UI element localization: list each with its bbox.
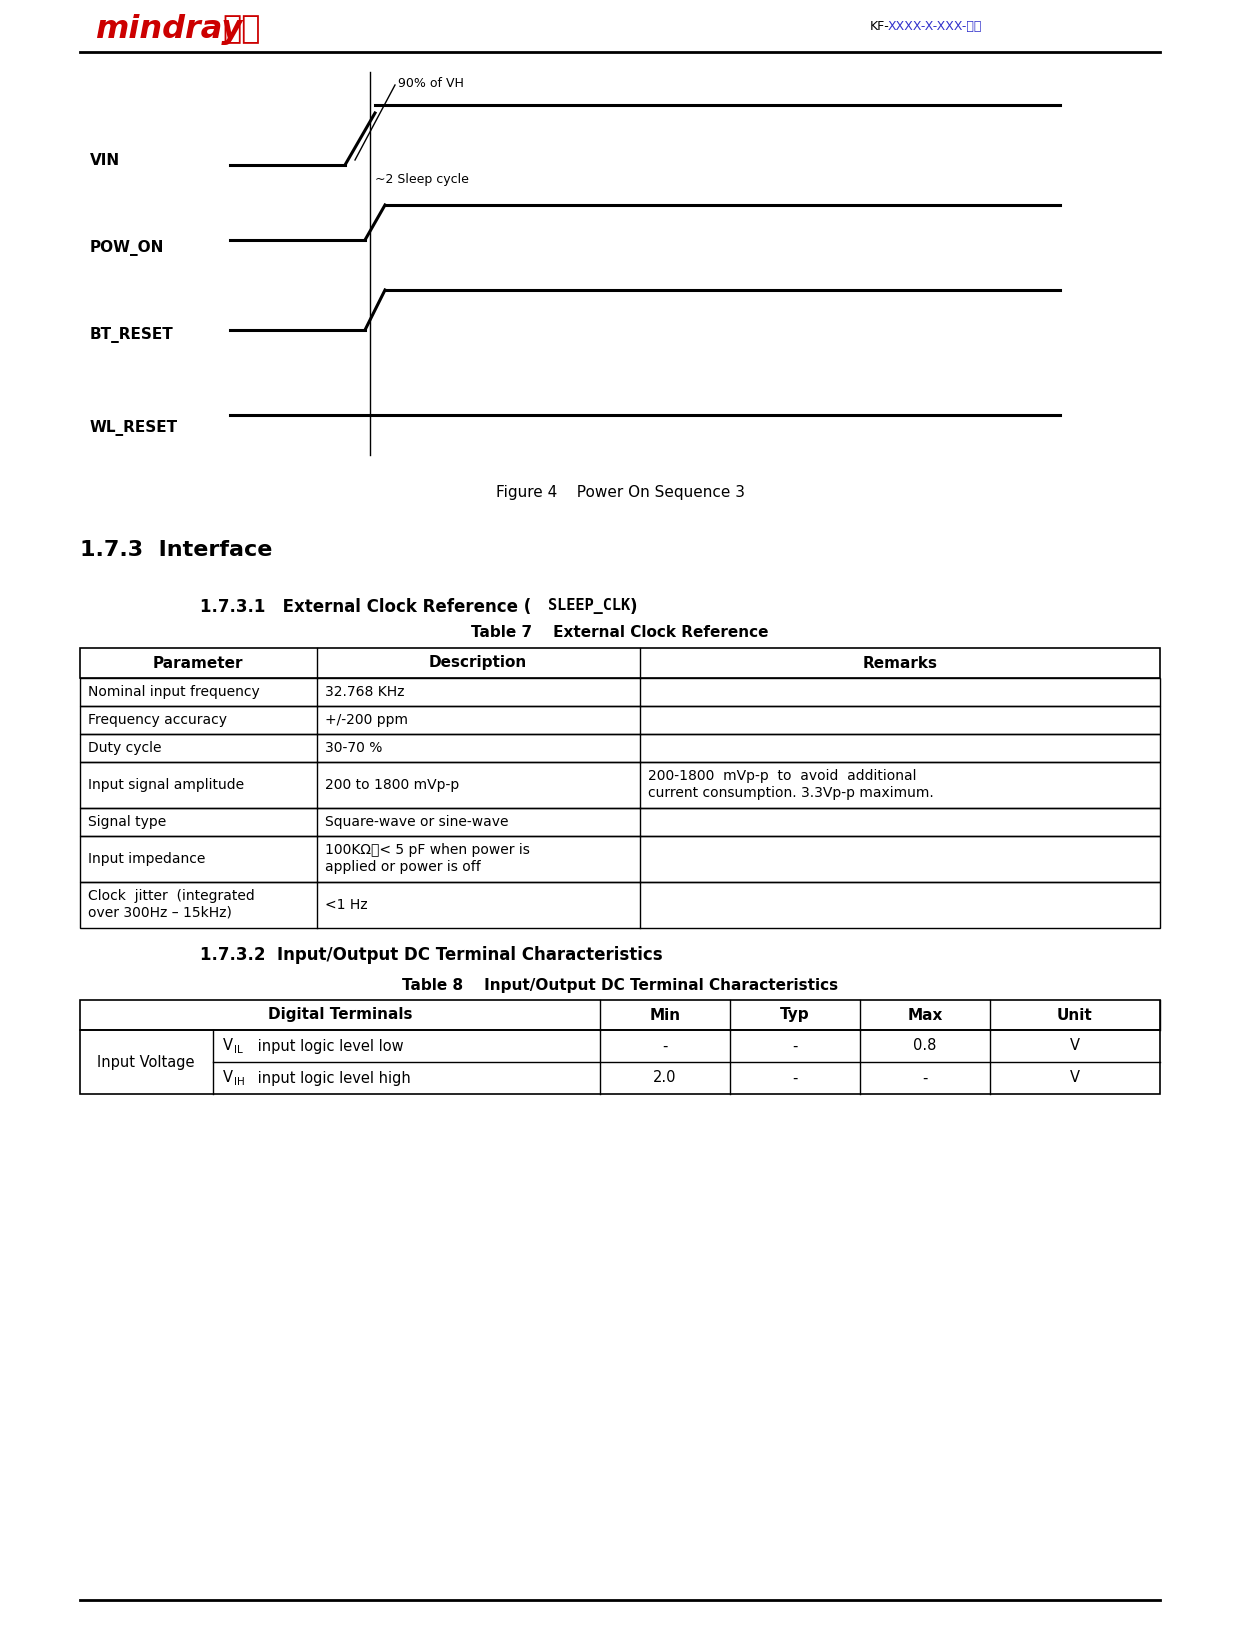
Text: 1.7.3.1   External Clock Reference (: 1.7.3.1 External Clock Reference ( — [200, 597, 531, 615]
Text: +/-200 ppm: +/-200 ppm — [325, 713, 408, 726]
Text: -: - — [923, 1071, 928, 1085]
Text: 90% of VH: 90% of VH — [398, 77, 464, 90]
Text: IL: IL — [234, 1044, 243, 1054]
Text: Clock  jitter  (integrated: Clock jitter (integrated — [88, 889, 254, 902]
Text: 200-1800  mVp-p  to  avoid  additional: 200-1800 mVp-p to avoid additional — [649, 769, 916, 783]
Text: XXXX-X-XXX-版本: XXXX-X-XXX-版本 — [888, 20, 982, 33]
Text: applied or power is off: applied or power is off — [325, 860, 481, 875]
Text: IH: IH — [234, 1077, 244, 1087]
Text: Typ: Typ — [780, 1007, 810, 1023]
Bar — [81, 762, 1159, 808]
Text: SLEEP_CLK: SLEEP_CLK — [548, 597, 630, 614]
Text: V: V — [1070, 1038, 1080, 1054]
Text: -: - — [792, 1071, 797, 1085]
Bar — [81, 648, 1159, 677]
Text: mindray: mindray — [95, 15, 242, 46]
Text: Nominal input frequency: Nominal input frequency — [88, 685, 259, 698]
Text: Duty cycle: Duty cycle — [88, 741, 161, 756]
Text: Frequency accuracy: Frequency accuracy — [88, 713, 227, 726]
Text: 30-70 %: 30-70 % — [325, 741, 382, 756]
Bar — [81, 677, 1159, 707]
Text: Input impedance: Input impedance — [88, 852, 206, 867]
Text: over 300Hz – 15kHz): over 300Hz – 15kHz) — [88, 906, 232, 920]
Text: current consumption. 3.3Vp-p maximum.: current consumption. 3.3Vp-p maximum. — [649, 787, 934, 800]
Bar — [81, 734, 1159, 762]
Text: <1 Hz: <1 Hz — [325, 898, 367, 912]
Text: Min: Min — [650, 1007, 681, 1023]
Text: POW_ON: POW_ON — [91, 240, 165, 256]
Text: -: - — [792, 1038, 797, 1054]
Text: Input signal amplitude: Input signal amplitude — [88, 778, 244, 792]
Text: 1.7.3  Interface: 1.7.3 Interface — [81, 540, 273, 560]
Text: VIN: VIN — [91, 153, 120, 168]
Text: 1.7.3.2  Input/Output DC Terminal Characteristics: 1.7.3.2 Input/Output DC Terminal Charact… — [200, 947, 662, 965]
Text: Remarks: Remarks — [863, 656, 937, 671]
Bar — [81, 707, 1159, 734]
Bar — [81, 881, 1159, 929]
Bar — [81, 1000, 1159, 1030]
Text: Square-wave or sine-wave: Square-wave or sine-wave — [325, 814, 508, 829]
Text: V: V — [223, 1071, 233, 1085]
Text: 迈瑞: 迈瑞 — [222, 15, 260, 46]
Text: 0.8: 0.8 — [914, 1038, 936, 1054]
Text: Table 7    External Clock Reference: Table 7 External Clock Reference — [471, 625, 769, 640]
Text: BT_RESET: BT_RESET — [91, 326, 174, 343]
Text: 100KΩ；< 5 pF when power is: 100KΩ；< 5 pF when power is — [325, 844, 529, 857]
Text: input logic level low: input logic level low — [253, 1038, 404, 1054]
Bar — [81, 836, 1159, 881]
Text: Signal type: Signal type — [88, 814, 166, 829]
Text: WL_RESET: WL_RESET — [91, 419, 179, 436]
Text: Figure 4    Power On Sequence 3: Figure 4 Power On Sequence 3 — [496, 485, 744, 499]
Text: Table 8    Input/Output DC Terminal Characteristics: Table 8 Input/Output DC Terminal Charact… — [402, 978, 838, 992]
Text: ~2 Sleep cycle: ~2 Sleep cycle — [374, 173, 469, 186]
Text: Parameter: Parameter — [153, 656, 243, 671]
Text: V: V — [223, 1038, 233, 1054]
Text: 2.0: 2.0 — [653, 1071, 677, 1085]
Text: V: V — [1070, 1071, 1080, 1085]
Text: input logic level high: input logic level high — [253, 1071, 410, 1085]
Text: Input Voltage: Input Voltage — [97, 1054, 195, 1069]
Text: 200 to 1800 mVp-p: 200 to 1800 mVp-p — [325, 778, 459, 792]
Text: KF-: KF- — [870, 20, 890, 33]
Text: Description: Description — [429, 656, 527, 671]
Bar — [81, 808, 1159, 836]
Text: -: - — [662, 1038, 667, 1054]
Text: ): ) — [630, 597, 637, 615]
Bar — [81, 1030, 1159, 1093]
Text: Unit: Unit — [1058, 1007, 1092, 1023]
Text: Digital Terminals: Digital Terminals — [268, 1007, 412, 1023]
Text: 32.768 KHz: 32.768 KHz — [325, 685, 404, 698]
Text: Max: Max — [908, 1007, 942, 1023]
